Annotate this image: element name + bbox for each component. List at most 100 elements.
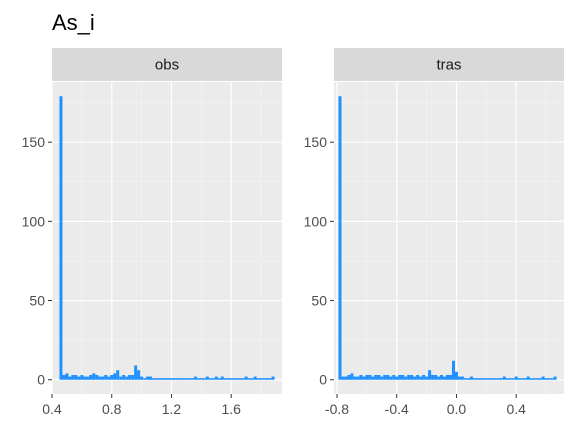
histogram-bar bbox=[71, 374, 75, 380]
histogram-bar bbox=[140, 376, 144, 380]
histogram-bar bbox=[68, 376, 72, 380]
histogram-bar bbox=[229, 378, 233, 380]
histogram-bar bbox=[104, 374, 108, 380]
histogram-bar bbox=[434, 374, 438, 380]
histogram-bar bbox=[371, 376, 375, 380]
histogram-bar bbox=[131, 374, 135, 380]
x-tick-label: 0.8 bbox=[102, 401, 122, 417]
histogram-bar bbox=[407, 374, 411, 380]
histogram-bar bbox=[541, 376, 545, 380]
histogram-bar bbox=[502, 376, 506, 380]
histogram-bar bbox=[547, 378, 551, 380]
x-tick-label: -0.8 bbox=[325, 401, 349, 417]
histogram-bar bbox=[544, 378, 548, 380]
histogram-bar bbox=[238, 378, 242, 380]
histogram-bar bbox=[362, 376, 366, 380]
panel-background bbox=[52, 82, 282, 394]
histogram-bar bbox=[365, 374, 369, 380]
histogram-bar bbox=[95, 374, 99, 380]
histogram-bar bbox=[457, 376, 461, 380]
histogram-bar bbox=[514, 376, 518, 380]
y-tick-label: 150 bbox=[304, 134, 328, 150]
histogram-bar bbox=[184, 378, 188, 380]
histogram-bar bbox=[122, 374, 126, 380]
x-tick-label: 0.0 bbox=[447, 401, 467, 417]
histogram-bar bbox=[404, 376, 408, 380]
histogram-bar bbox=[119, 376, 123, 380]
histogram-bar bbox=[196, 378, 200, 380]
histogram-bar bbox=[532, 378, 536, 380]
histogram-bar bbox=[205, 376, 209, 380]
histogram-bar bbox=[413, 376, 417, 380]
histogram-bar bbox=[523, 378, 527, 380]
histogram-bar bbox=[368, 374, 372, 380]
histogram-bar bbox=[86, 376, 90, 380]
histogram-bar bbox=[202, 378, 206, 380]
histogram-bar bbox=[190, 378, 194, 380]
histogram-bar bbox=[92, 373, 96, 380]
histogram-bar bbox=[472, 378, 476, 380]
histogram-bar bbox=[116, 370, 120, 380]
histogram-bar bbox=[505, 378, 509, 380]
histogram-bar bbox=[449, 374, 452, 380]
facet-strip-label: tras bbox=[436, 57, 461, 74]
histogram-bar bbox=[220, 376, 224, 380]
histogram-bar bbox=[526, 376, 530, 380]
histogram-bar bbox=[265, 378, 269, 380]
histogram-bar bbox=[164, 378, 167, 380]
histogram-bar bbox=[392, 374, 396, 380]
histogram-bar bbox=[149, 376, 153, 380]
histogram-bar bbox=[250, 378, 254, 380]
histogram-bar bbox=[389, 376, 393, 380]
facet-panel-obs: obs 0 50 100 150 0.4 0.8 1.2 1.6 bbox=[22, 48, 282, 417]
histogram-bar bbox=[59, 96, 63, 380]
histogram-bar bbox=[508, 378, 512, 380]
histogram-bar bbox=[208, 378, 212, 380]
x-tick-label: 0.4 bbox=[42, 401, 62, 417]
histogram-bar bbox=[490, 378, 494, 380]
histogram-bar bbox=[77, 376, 81, 380]
histogram-bar bbox=[107, 376, 111, 380]
chart-title: As_i bbox=[52, 10, 95, 35]
histogram-bar bbox=[128, 374, 132, 380]
histogram-bar bbox=[235, 378, 239, 380]
facet-panels: obs 0 50 100 150 0.4 0.8 1.2 1.6 tras 0 50 100 150 -0.… bbox=[22, 48, 564, 417]
histogram-bar bbox=[401, 374, 405, 380]
histogram-bar bbox=[493, 378, 497, 380]
x-tick-label: 0.4 bbox=[506, 401, 526, 417]
histogram-bar bbox=[223, 378, 227, 380]
histogram-bar bbox=[347, 374, 351, 380]
facet-strip bbox=[334, 48, 564, 81]
histogram-bar bbox=[529, 378, 533, 380]
histogram-bar bbox=[247, 378, 251, 380]
histogram-bar bbox=[487, 378, 491, 380]
histogram-bar bbox=[428, 370, 432, 380]
y-tick-label: 50 bbox=[29, 293, 45, 309]
histogram-bar bbox=[380, 376, 384, 380]
histogram-bar bbox=[386, 374, 390, 380]
panel-background bbox=[334, 82, 564, 394]
histogram-bar bbox=[499, 378, 503, 380]
histogram-bar bbox=[89, 374, 93, 380]
histogram-bar bbox=[214, 376, 218, 380]
y-tick-label: 100 bbox=[304, 213, 328, 229]
histogram-bar bbox=[481, 378, 485, 380]
histogram-bar bbox=[98, 376, 102, 380]
histogram-bar bbox=[359, 374, 363, 380]
histogram-bar bbox=[395, 376, 399, 380]
histogram-bar bbox=[437, 376, 441, 380]
histogram-bar bbox=[425, 376, 429, 380]
histogram-bar bbox=[268, 378, 272, 380]
histogram-bar bbox=[410, 374, 414, 380]
histogram-bar bbox=[143, 378, 147, 380]
histogram-bar bbox=[356, 376, 360, 380]
histogram-bar bbox=[353, 376, 357, 380]
histogram-bar bbox=[175, 378, 179, 380]
histogram-bar bbox=[431, 374, 435, 380]
histogram-bar bbox=[125, 376, 129, 380]
histogram-bar bbox=[253, 376, 257, 380]
histogram-bar bbox=[383, 374, 387, 380]
histogram-bar bbox=[271, 376, 275, 380]
histogram-bar bbox=[350, 373, 354, 380]
